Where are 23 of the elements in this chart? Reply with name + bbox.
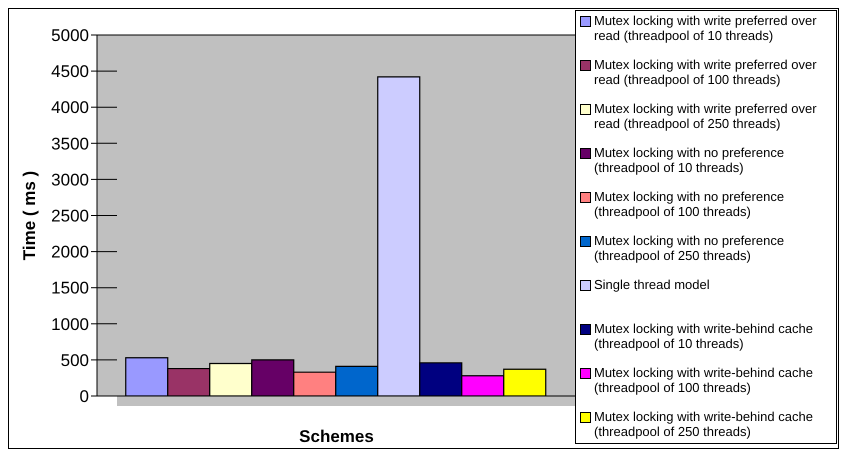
legend-label: Mutex locking with write preferred over read (threadpool of 100 threads) [594,57,818,87]
x-axis-title: Schemes [299,427,374,446]
legend-label: Mutex locking with write-behind cache (threadpool of 100 threads) [594,365,814,395]
y-tick-label: 5000 [51,26,89,46]
legend-label: Mutex locking with write-behind cache (threadpool of 250 threads) [594,409,814,439]
legend-label: Mutex locking with write preferred over read (threadpool of 10 threads) [594,13,818,43]
y-tick-label: 2500 [51,206,89,226]
legend-label: Mutex locking with no preference (threadpool of 10 threads) [594,145,786,175]
y-tick-label: 3000 [51,170,89,190]
y-tick-label: 500 [60,350,89,370]
legend-label: Mutex locking with no preference (threadpool of 100 threads) [594,189,786,219]
legend-label: Mutex locking with write preferred over read (threadpool of 250 threads) [594,101,818,131]
y-tick-label: 0 [80,387,89,406]
legend-label: Single thread model [594,277,710,292]
y-tick-label: 1000 [51,314,89,334]
y-tick-label: 3500 [51,134,89,154]
y-tick-label: 2000 [51,242,89,262]
legend-label: Mutex locking with write-behind cache (threadpool of 10 threads) [594,321,814,351]
legend-label: Mutex locking with no preference (threadpool of 250 threads) [594,233,786,263]
y-axis-title: Time ( ms ) [20,170,40,260]
y-tick-label: 1500 [51,278,89,298]
y-tick-label: 4500 [51,62,89,82]
y-tick-label: 4000 [51,98,89,118]
